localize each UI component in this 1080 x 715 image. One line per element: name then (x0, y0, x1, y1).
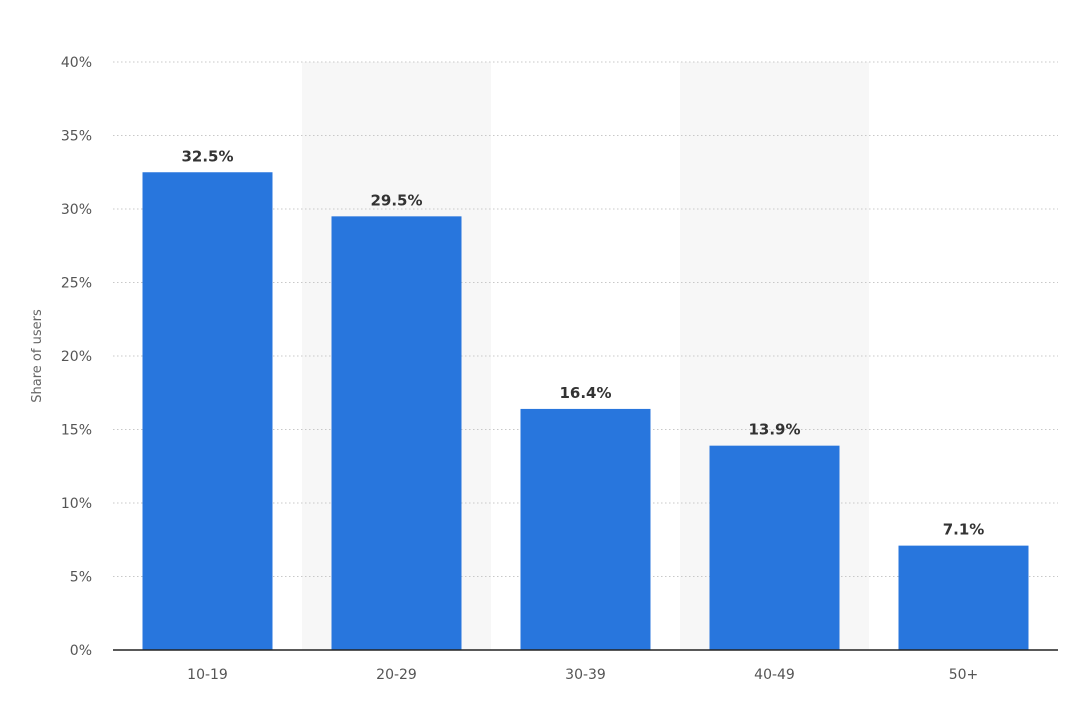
value-label: 32.5% (181, 147, 233, 165)
x-tick-label: 30-39 (565, 667, 606, 683)
y-tick-label: 10% (61, 496, 92, 512)
bars (142, 172, 1029, 650)
y-tick-label: 0% (70, 643, 92, 659)
y-tick-label: 30% (61, 202, 92, 218)
bar-30-39[interactable] (520, 408, 651, 650)
y-tick-label: 15% (61, 423, 92, 439)
value-label: 13.9% (748, 421, 800, 439)
bar-20-29[interactable] (331, 216, 462, 650)
bar-40-49[interactable] (709, 445, 840, 650)
x-tick-label: 10-19 (187, 667, 228, 683)
y-tick-label: 5% (70, 570, 92, 586)
bar-50+[interactable] (898, 545, 1029, 650)
x-axis-ticks: 10-19 20-29 30-39 40-49 50+ (187, 667, 978, 683)
value-label: 7.1% (943, 521, 985, 539)
y-tick-label: 20% (61, 349, 92, 365)
bar-10-19[interactable] (142, 172, 273, 650)
x-tick-label: 40-49 (754, 667, 795, 683)
y-axis-ticks: 0% 5% 10% 15% 20% 25% 30% 35% 40% (61, 55, 92, 659)
y-tick-label: 25% (61, 276, 92, 292)
y-axis-title: Share of users (30, 309, 45, 403)
value-labels: 32.5% 29.5% 16.4% 13.9% 7.1% (181, 147, 984, 538)
y-tick-label: 35% (61, 129, 92, 145)
x-tick-label: 20-29 (376, 667, 417, 683)
value-label: 29.5% (370, 191, 422, 209)
x-tick-label: 50+ (949, 667, 979, 683)
value-label: 16.4% (559, 384, 611, 402)
y-tick-label: 40% (61, 55, 92, 71)
